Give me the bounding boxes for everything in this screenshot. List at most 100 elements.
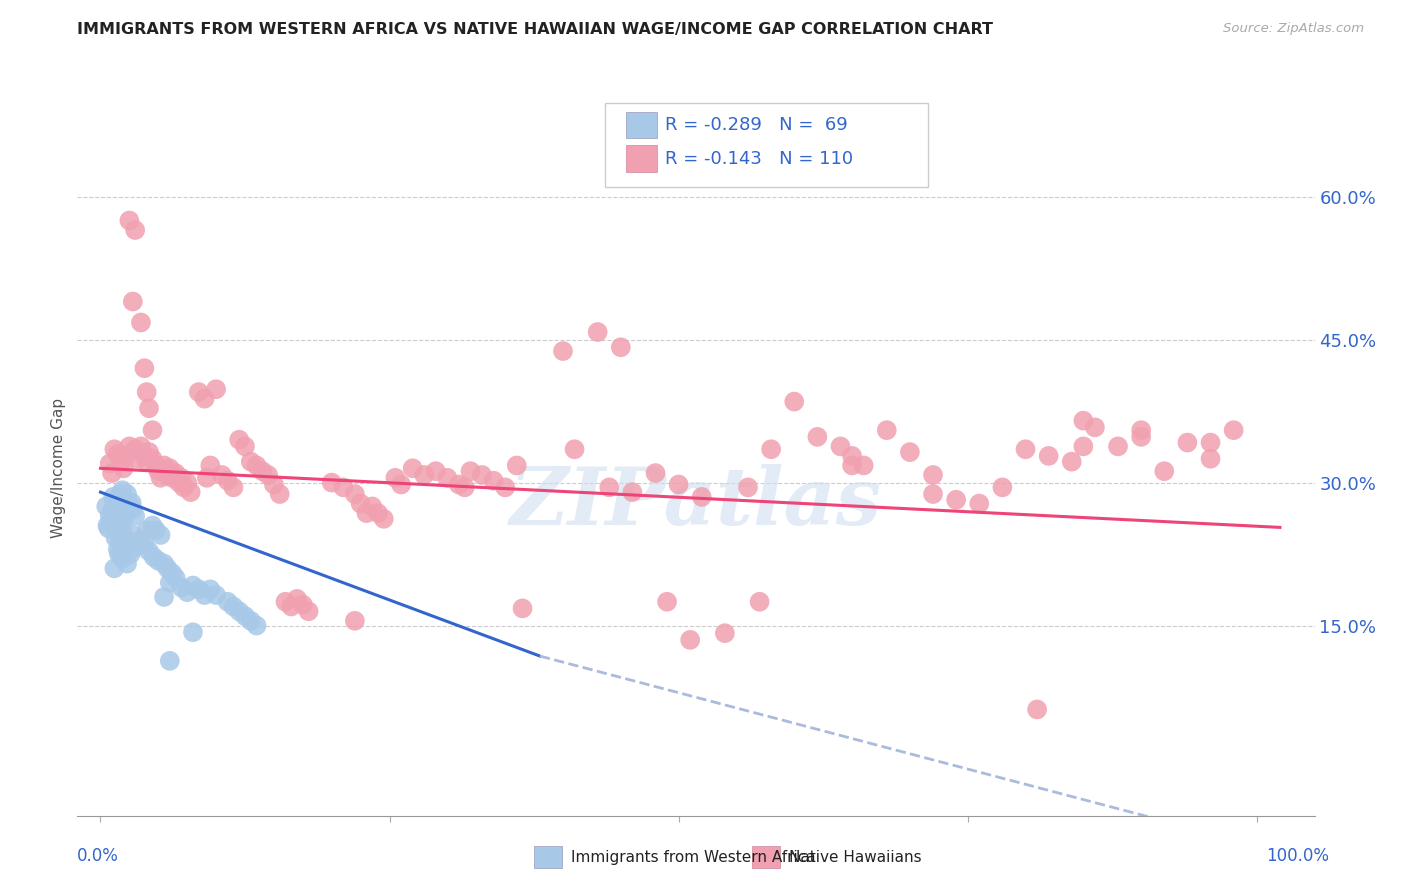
Point — [149, 528, 172, 542]
Point — [389, 477, 412, 491]
Point — [269, 487, 291, 501]
Point — [124, 541, 146, 555]
Point — [159, 575, 181, 590]
Point — [170, 471, 193, 485]
Text: Native Hawaiians: Native Hawaiians — [789, 850, 921, 864]
Point — [159, 654, 181, 668]
Point — [148, 464, 170, 478]
Point — [922, 467, 945, 482]
Point — [1177, 435, 1199, 450]
Point — [257, 467, 280, 482]
Point — [384, 471, 406, 485]
Point — [1060, 455, 1083, 469]
Point — [193, 588, 215, 602]
Point — [141, 423, 163, 437]
Point — [118, 439, 141, 453]
Point — [115, 487, 138, 501]
Point — [217, 474, 239, 488]
Point — [118, 497, 141, 511]
Point — [104, 508, 127, 523]
Point — [135, 523, 157, 537]
Point — [233, 439, 256, 453]
Point — [115, 557, 138, 571]
Point — [110, 504, 132, 518]
Point — [285, 591, 308, 606]
Point — [349, 497, 371, 511]
Point — [737, 480, 759, 494]
Point — [1107, 439, 1129, 453]
Point — [96, 500, 118, 514]
Point — [121, 495, 143, 509]
Text: ZIPatlas: ZIPatlas — [510, 465, 882, 541]
Point — [297, 604, 319, 618]
Point — [454, 480, 477, 494]
Point — [1199, 451, 1222, 466]
Point — [945, 492, 967, 507]
Point — [111, 525, 134, 540]
Point — [129, 439, 152, 453]
Point — [447, 477, 470, 491]
Point — [127, 451, 149, 466]
Point — [211, 467, 233, 482]
Point — [898, 445, 921, 459]
Point — [471, 467, 494, 482]
Text: R = -0.289   N =  69: R = -0.289 N = 69 — [665, 116, 848, 134]
Point — [96, 518, 118, 533]
Point — [108, 518, 131, 533]
Point — [494, 480, 516, 494]
Point — [830, 439, 852, 453]
Point — [121, 528, 143, 542]
Point — [200, 582, 222, 597]
Point — [112, 537, 135, 551]
Point — [252, 464, 274, 478]
Point — [138, 544, 160, 558]
Point — [436, 471, 458, 485]
Point — [239, 455, 262, 469]
Point — [841, 458, 863, 473]
Point — [783, 394, 806, 409]
Point — [165, 466, 187, 480]
Point — [135, 385, 157, 400]
Point — [181, 578, 204, 592]
Point — [1130, 430, 1153, 444]
Point — [482, 474, 505, 488]
Point — [134, 361, 156, 376]
Point — [1222, 423, 1244, 437]
Point — [138, 445, 160, 459]
Point — [101, 504, 124, 518]
Point — [112, 514, 135, 528]
Point — [153, 557, 176, 571]
Point — [176, 475, 198, 490]
Point — [1199, 435, 1222, 450]
Point — [610, 340, 633, 354]
Point — [134, 537, 156, 551]
Text: 0.0%: 0.0% — [77, 847, 120, 865]
Point — [1026, 702, 1049, 716]
Point — [841, 449, 863, 463]
Y-axis label: Wage/Income Gap: Wage/Income Gap — [51, 398, 66, 539]
Point — [160, 566, 183, 581]
Point — [156, 561, 179, 575]
Point — [98, 508, 121, 523]
Point — [228, 604, 250, 618]
Point — [1014, 442, 1036, 457]
Point — [343, 614, 366, 628]
Point — [141, 518, 163, 533]
Point — [105, 516, 128, 530]
Point — [180, 485, 202, 500]
Point — [118, 213, 141, 227]
Point — [373, 512, 395, 526]
Point — [402, 461, 425, 475]
Point — [108, 502, 131, 516]
Point — [107, 542, 129, 557]
Point — [356, 506, 378, 520]
Point — [108, 534, 131, 549]
Point — [124, 442, 146, 457]
Point — [668, 477, 690, 491]
Point — [121, 294, 143, 309]
Point — [176, 585, 198, 599]
Point — [100, 514, 122, 528]
Point — [97, 521, 120, 535]
Point — [714, 626, 737, 640]
Point — [181, 625, 204, 640]
